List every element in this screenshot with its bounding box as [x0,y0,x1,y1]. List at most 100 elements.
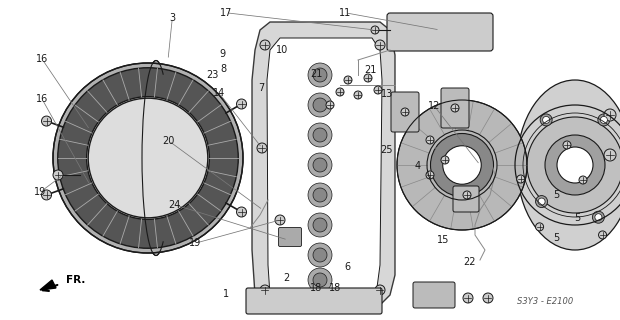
Ellipse shape [142,60,170,255]
Text: 6: 6 [344,262,350,272]
Circle shape [313,188,327,202]
Circle shape [483,293,493,303]
Circle shape [42,116,51,126]
Circle shape [557,147,593,183]
Circle shape [88,98,208,218]
Polygon shape [267,38,382,300]
Circle shape [598,114,610,126]
Text: 4: 4 [414,161,420,172]
Text: 5: 5 [554,233,560,244]
Circle shape [313,128,327,142]
Text: 25: 25 [381,145,393,156]
Text: 19: 19 [34,187,46,197]
FancyBboxPatch shape [246,288,382,314]
Circle shape [313,98,327,112]
Circle shape [604,149,616,161]
Circle shape [371,26,379,34]
Circle shape [441,156,449,164]
Circle shape [237,207,247,217]
Text: 10: 10 [276,44,288,55]
Text: FR.: FR. [66,275,86,285]
Circle shape [313,158,327,172]
Circle shape [516,175,525,183]
Circle shape [313,218,327,232]
Circle shape [463,293,473,303]
Circle shape [430,133,494,196]
Circle shape [308,123,332,147]
Circle shape [536,196,547,208]
FancyBboxPatch shape [413,282,455,308]
Circle shape [374,86,382,94]
Circle shape [451,104,459,112]
Circle shape [308,93,332,117]
Circle shape [542,116,550,124]
Circle shape [443,146,481,184]
Text: 7: 7 [259,83,265,93]
Circle shape [260,285,270,295]
Circle shape [536,223,544,231]
Text: 22: 22 [463,257,476,268]
Text: 18: 18 [329,283,341,293]
FancyBboxPatch shape [387,13,493,51]
Text: 9: 9 [219,49,225,60]
FancyBboxPatch shape [453,186,479,212]
FancyBboxPatch shape [391,92,419,132]
Circle shape [563,141,571,149]
FancyBboxPatch shape [278,228,301,246]
Text: 8: 8 [220,64,226,74]
Circle shape [426,136,434,144]
Text: 20: 20 [162,136,175,146]
Circle shape [527,117,620,213]
FancyArrowPatch shape [43,285,58,291]
Circle shape [308,63,332,87]
Circle shape [313,68,327,82]
Circle shape [592,211,604,223]
Circle shape [53,63,243,253]
Circle shape [545,135,605,195]
Circle shape [260,40,270,50]
Circle shape [344,76,352,84]
Circle shape [257,143,267,153]
Text: 18: 18 [310,283,322,293]
Text: 1: 1 [223,289,229,300]
Circle shape [308,268,332,292]
Circle shape [53,170,63,180]
Text: 11: 11 [339,8,352,18]
Text: 23: 23 [206,70,218,80]
Circle shape [237,99,247,109]
Circle shape [595,214,602,221]
Circle shape [538,198,545,205]
Circle shape [87,97,210,220]
Text: 21: 21 [365,65,377,76]
Text: 19: 19 [189,238,202,248]
Ellipse shape [517,80,620,250]
Text: S3Y3 - E2100: S3Y3 - E2100 [517,298,573,307]
Circle shape [397,100,527,230]
Text: 17: 17 [220,8,232,18]
Circle shape [308,153,332,177]
Circle shape [275,215,285,225]
Circle shape [58,68,238,248]
Circle shape [308,213,332,237]
Text: 12: 12 [428,100,440,111]
Text: 13: 13 [381,89,393,100]
Circle shape [326,101,334,109]
Circle shape [600,116,608,124]
Circle shape [375,285,385,295]
Circle shape [336,88,344,96]
Circle shape [354,91,362,99]
Circle shape [426,171,434,179]
Text: 14: 14 [213,88,225,98]
Text: 16: 16 [36,54,48,64]
Text: 5: 5 [554,190,560,200]
Text: 15: 15 [436,235,449,245]
Circle shape [308,183,332,207]
Text: 21: 21 [310,68,322,79]
FancyBboxPatch shape [441,88,469,128]
Polygon shape [252,22,395,310]
Circle shape [540,114,552,126]
Circle shape [313,273,327,287]
Circle shape [375,40,385,50]
Polygon shape [40,280,56,290]
Text: 16: 16 [36,94,48,104]
